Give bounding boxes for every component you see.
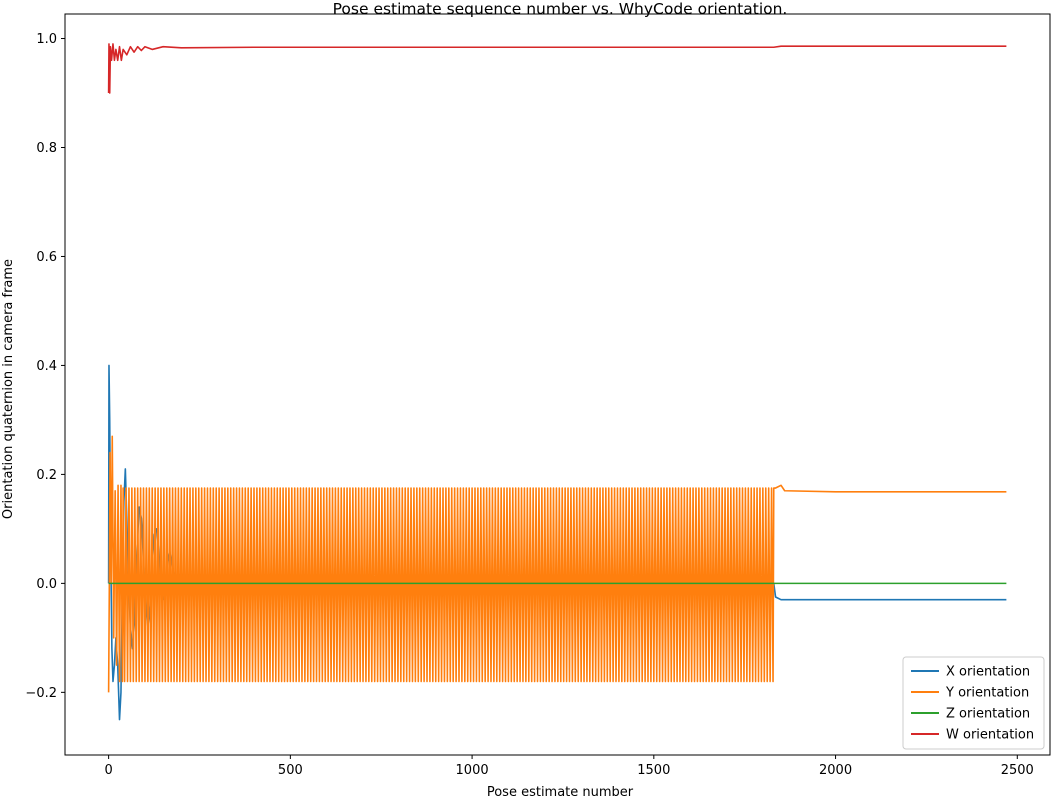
y-tick-label: 0.8 (36, 141, 57, 156)
y-tick-label: 0.2 (36, 468, 57, 483)
x-axis: 0 500 1000 1500 2000 2500 (104, 755, 1034, 778)
y-axis: −0.2 0.0 0.2 0.4 0.6 0.8 1.0 (25, 32, 65, 701)
legend-label: Z orientation (946, 707, 1030, 722)
x-axis-title: Pose estimate number (487, 785, 634, 796)
legend-label: W orientation (946, 728, 1034, 743)
y-tick-label: 0.0 (36, 577, 57, 592)
y-tick-label: −0.2 (25, 686, 57, 701)
x-tick-label: 0 (104, 763, 112, 778)
plot-lines (107, 43, 1007, 721)
x-tick-label: 1500 (637, 763, 670, 778)
x-tick-label: 1000 (456, 763, 489, 778)
x-tick-label: 500 (278, 763, 303, 778)
y-tick-label: 0.6 (36, 250, 57, 265)
series-line-w (107, 43, 1007, 94)
chart-title: Pose estimate sequence number vs. WhyCod… (333, 0, 788, 18)
plot-area-frame (64, 13, 1051, 756)
y-tick-label: 1.0 (36, 32, 57, 47)
series-line-y (107, 435, 1007, 693)
legend-label: X orientation (946, 665, 1030, 680)
y-axis-title: Orientation quaternion in camera frame (1, 259, 16, 519)
legend: X orientation Y orientation Z orientation W… (902, 656, 1045, 750)
legend-label: Y orientation (945, 686, 1029, 701)
y-tick-label: 0.4 (36, 359, 57, 374)
x-tick-label: 2000 (819, 763, 852, 778)
x-tick-label: 2500 (1001, 763, 1034, 778)
legend-box (902, 656, 1045, 750)
